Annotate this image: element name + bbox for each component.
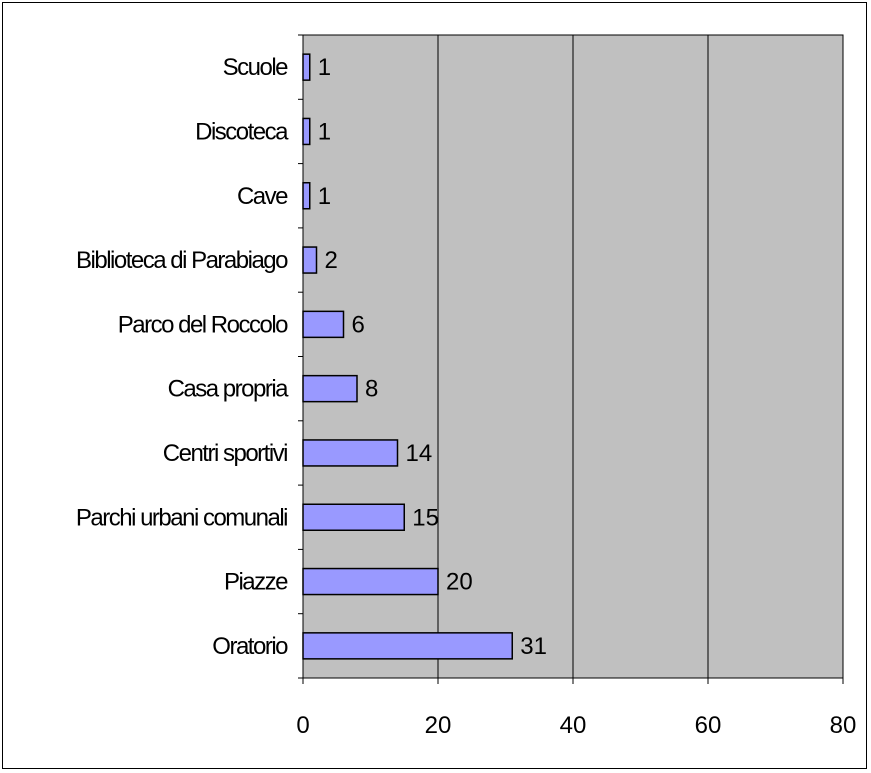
bar	[302, 567, 439, 596]
bar	[302, 503, 405, 531]
data-label: 1	[318, 183, 331, 210]
bar	[302, 374, 358, 403]
bar	[302, 632, 513, 660]
category-label: Discoteca	[195, 118, 289, 145]
category-label: Scuole	[223, 54, 289, 81]
bar	[302, 310, 345, 339]
data-label: 20	[446, 569, 473, 596]
bar	[302, 439, 399, 467]
bar	[302, 117, 311, 146]
category-label: Parchi urbani comunali	[76, 504, 287, 531]
bar	[302, 182, 311, 210]
x-tick-label: 40	[560, 712, 587, 739]
data-label: 2	[325, 247, 338, 274]
data-label: 31	[520, 633, 547, 660]
category-label: Casa propria	[168, 376, 290, 403]
data-label: 15	[412, 504, 439, 531]
x-tick-label: 80	[830, 712, 857, 739]
data-label: 14	[406, 440, 433, 467]
x-tick-label: 0	[296, 712, 309, 739]
category-label: Centri sportivi	[163, 440, 287, 467]
category-label: Biblioteca di Parabiago	[76, 247, 288, 274]
category-label: Piazze	[224, 569, 288, 596]
category-label: Oratorio	[212, 633, 288, 660]
bar	[302, 246, 318, 274]
category-label: Parco del Roccolo	[118, 311, 288, 338]
bar	[302, 53, 311, 81]
data-label: 1	[318, 118, 331, 145]
data-label: 1	[318, 54, 331, 81]
x-tick-label: 60	[695, 712, 722, 739]
category-label: Cave	[237, 183, 288, 210]
x-tick-label: 20	[425, 712, 452, 739]
data-label: 8	[365, 376, 378, 403]
data-label: 6	[352, 311, 365, 338]
